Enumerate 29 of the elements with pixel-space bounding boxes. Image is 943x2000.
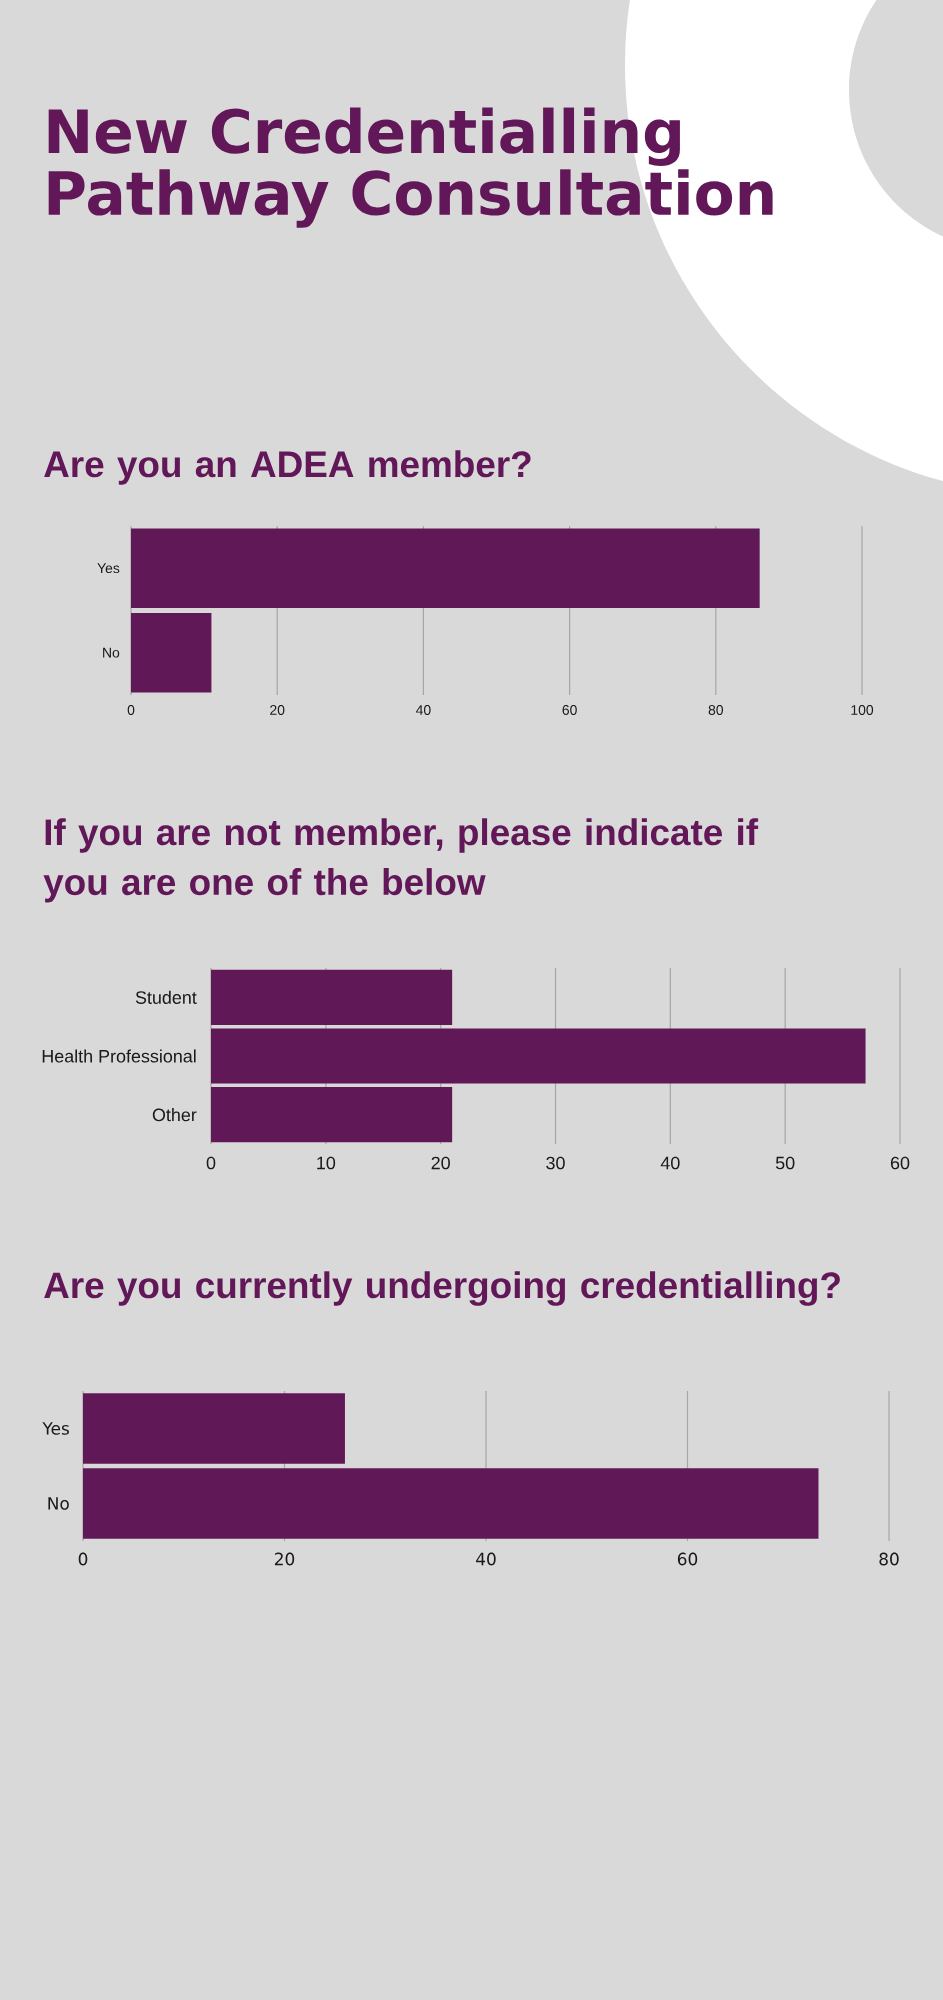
- x-tick-label: 20: [270, 705, 285, 715]
- x-tick-label: 60: [890, 1156, 910, 1170]
- x-tick-label: 0: [78, 1552, 88, 1566]
- y-tick-label: Yes: [97, 563, 120, 574]
- x-tick-label: 60: [562, 705, 577, 715]
- x-tick-label: 40: [476, 1552, 496, 1566]
- x-tick-label: 20: [431, 1156, 450, 1170]
- x-tick-label: 30: [546, 1156, 565, 1170]
- x-tick-label: 50: [775, 1156, 795, 1170]
- chart-title: New Credentialling Pathway Consultation: [48, 107, 773, 228]
- chart-title: Are you currently undergoing credentialling?: [44, 1271, 840, 1306]
- x-tick-label: 100: [851, 705, 874, 715]
- x-tick-label: 40: [660, 1156, 680, 1170]
- y-tick-label: Yes: [42, 1422, 69, 1435]
- x-tick-label: 10: [317, 1156, 336, 1170]
- x-tick-label: 0: [127, 705, 135, 715]
- y-tick-label: Health Professional: [42, 1049, 196, 1063]
- x-tick-label: 40: [415, 705, 431, 715]
- y-tick-label: No: [103, 647, 120, 658]
- chart-subtitle: Are you an ADEA member?: [44, 450, 531, 485]
- x-tick-label: 60: [677, 1552, 698, 1566]
- chart-title: If you are not member, please indicate if you are one of the below: [43, 818, 759, 903]
- x-tick-label: 20: [274, 1552, 295, 1566]
- x-tick-label: 80: [879, 1552, 899, 1566]
- y-tick-label: No: [48, 1497, 69, 1510]
- x-tick-label: 80: [708, 705, 724, 715]
- y-tick-label: Student: [135, 990, 197, 1004]
- x-tick-label: 0: [206, 1156, 216, 1170]
- y-tick-label: Other: [152, 1108, 197, 1122]
